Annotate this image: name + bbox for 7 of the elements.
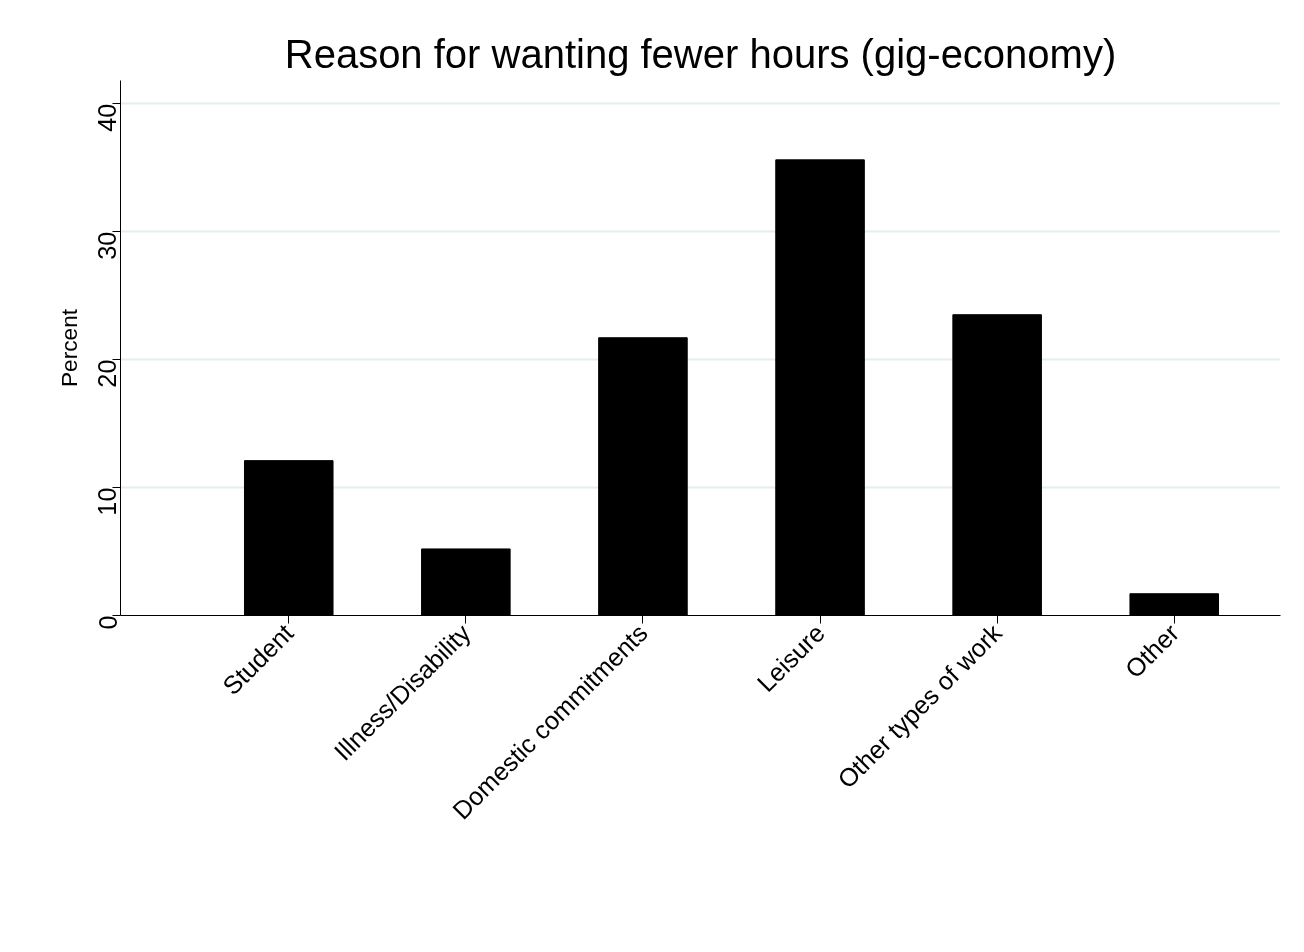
y-tick-label: 30 [93,231,122,260]
chart-title: Reason for wanting fewer hours (gig-economy) [284,31,1117,76]
y-axis-title: Percent [55,308,82,388]
y-tick-label: 10 [93,487,122,516]
y-tick-label: 40 [93,103,122,132]
y-tick-label: 20 [93,359,122,388]
y-tick-label: 0 [93,615,122,630]
